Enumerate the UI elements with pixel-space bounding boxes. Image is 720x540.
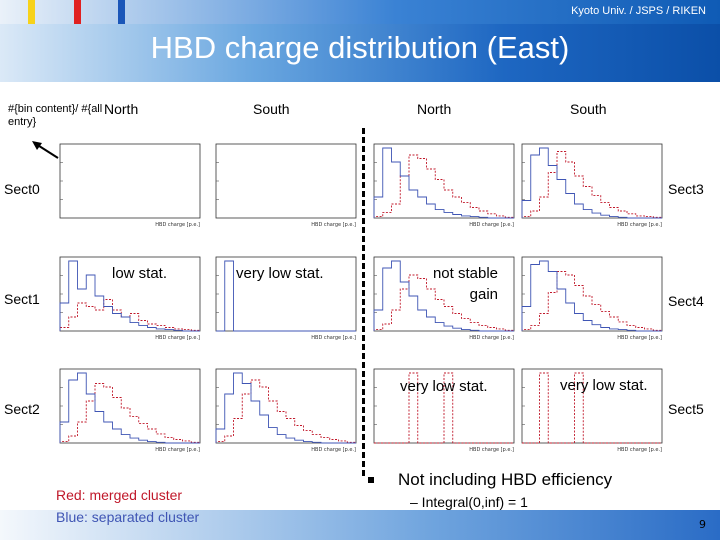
- column-header-south-2: South: [570, 101, 607, 117]
- column-header-north-2: North: [417, 101, 452, 117]
- merged-histogram-line: [521, 271, 663, 331]
- arrow-icon: [32, 141, 59, 159]
- column-header-north-1: North: [104, 101, 139, 117]
- merged-histogram-line: [374, 372, 514, 444]
- separated-histogram-line: [521, 260, 662, 332]
- note-sub: – Integral(0,inf) = 1: [410, 494, 528, 510]
- merged-histogram-line: [373, 274, 515, 331]
- plot-sect2-north: HBD charge [p.e.]: [48, 355, 208, 457]
- legend-blue: Blue: separated cluster: [56, 509, 200, 525]
- merged-histogram-line: [373, 154, 515, 218]
- sector-label-sect4: Sect4: [668, 293, 704, 309]
- merged-histogram-line: [59, 383, 201, 443]
- column-divider: [362, 128, 365, 476]
- annotation-not-stable: not stable: [432, 265, 498, 282]
- x-axis-label: HBD charge [p.e.]: [617, 335, 662, 341]
- bullet-icon: [368, 477, 374, 483]
- affiliation: Kyoto Univ. / JSPS / RIKEN: [571, 5, 706, 17]
- x-axis-label: HBD charge [p.e.]: [469, 335, 514, 341]
- legend: Red: merged cluster Blue: separated clus…: [56, 484, 199, 528]
- x-axis-label: HBD charge [p.e.]: [311, 335, 356, 341]
- x-axis-label: HBD charge [p.e.]: [469, 447, 514, 453]
- plot-sect1-north: HBD charge [p.e.]: [48, 243, 208, 345]
- plot-sect5-north: HBD charge [p.e.]: [362, 355, 522, 457]
- sector-label-sect5: Sect5: [668, 401, 704, 417]
- plot-sect0-north: HBD charge [p.e.]: [48, 130, 208, 232]
- annotation-low-stat: low stat.: [112, 265, 168, 282]
- merged-histogram-line: [522, 372, 662, 444]
- color-square-blue: [118, 0, 125, 24]
- legend-red: Red: merged cluster: [56, 487, 183, 503]
- merged-histogram-line: [59, 299, 201, 331]
- separated-histogram-line: [215, 372, 356, 444]
- plot-sect4-north: HBD charge [p.e.]: [362, 243, 522, 345]
- plot-frame: [59, 143, 201, 219]
- plot-sect3-north: HBD charge [p.e.]: [362, 130, 522, 232]
- annotation-very-low-stat-1: very low stat.: [236, 265, 324, 282]
- merged-histogram-line: [215, 379, 357, 443]
- footer-bar: [0, 510, 720, 540]
- x-axis-label: HBD charge [p.e.]: [311, 222, 356, 228]
- color-square-red: [74, 0, 81, 24]
- x-axis-label: HBD charge [p.e.]: [617, 447, 662, 453]
- plot-frame: [59, 368, 201, 444]
- plot-frame: [521, 143, 663, 219]
- annotation-very-low-stat-2: very low stat.: [400, 378, 488, 395]
- plot-frame: [215, 368, 357, 444]
- annotation-very-low-stat-3: very low stat.: [560, 377, 648, 394]
- plot-sect4-south: HBD charge [p.e.]: [510, 243, 670, 345]
- sector-label-sect3: Sect3: [668, 181, 704, 197]
- plot-frame: [373, 256, 515, 332]
- page-number: 9: [699, 518, 706, 531]
- separated-histogram-line: [373, 260, 514, 332]
- plot-sect2-south: HBD charge [p.e.]: [204, 355, 364, 457]
- slide-title: HBD charge distribution (East): [150, 30, 570, 65]
- column-header-south-1: South: [253, 101, 290, 117]
- separated-histogram-line: [521, 147, 662, 219]
- separated-histogram-line: [373, 147, 514, 219]
- note-main: Not including HBD efficiency: [398, 470, 613, 489]
- x-axis-label: HBD charge [p.e.]: [617, 222, 662, 228]
- plot-frame: [215, 143, 357, 219]
- axis-note: #{bin content}/ #{all entry}: [8, 103, 103, 128]
- annotation-gain: gain: [469, 286, 498, 303]
- plot-sect5-south: HBD charge [p.e.]: [510, 355, 670, 457]
- plot-sect1-south: HBD charge [p.e.]: [204, 243, 364, 345]
- x-axis-label: HBD charge [p.e.]: [155, 222, 200, 228]
- x-axis-label: HBD charge [p.e.]: [311, 447, 356, 453]
- plot-sect3-south: HBD charge [p.e.]: [510, 130, 670, 232]
- plot-frame: [521, 256, 663, 332]
- separated-histogram-line: [59, 372, 200, 444]
- x-axis-label: HBD charge [p.e.]: [469, 222, 514, 228]
- sector-label-sect2: Sect2: [4, 401, 40, 417]
- sector-label-sect1: Sect1: [4, 291, 40, 307]
- x-axis-label: HBD charge [p.e.]: [155, 335, 200, 341]
- separated-histogram-line: [216, 260, 356, 332]
- x-axis-label: HBD charge [p.e.]: [155, 447, 200, 453]
- plot-sect0-south: HBD charge [p.e.]: [204, 130, 364, 232]
- separated-histogram-line: [59, 260, 200, 332]
- plot-frame: [521, 368, 663, 444]
- merged-histogram-line: [521, 151, 663, 218]
- header-banner: Kyoto Univ. / JSPS / RIKEN HBD charge di…: [0, 0, 720, 82]
- sector-label-sect0: Sect0: [4, 181, 40, 197]
- color-square-yellow: [28, 0, 35, 24]
